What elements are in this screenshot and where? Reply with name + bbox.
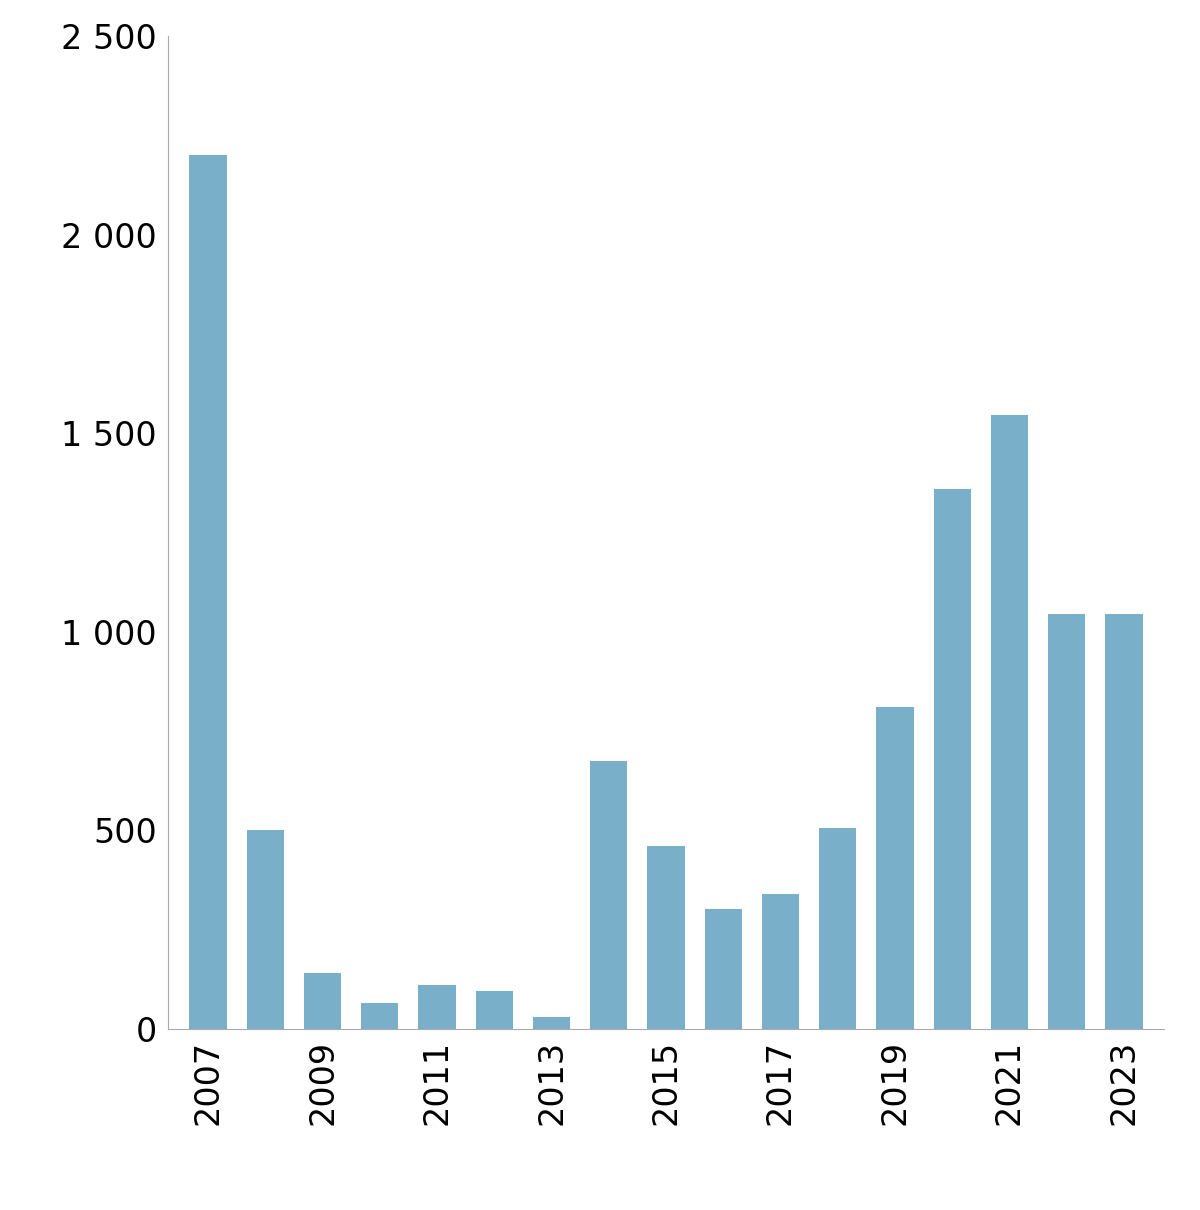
Bar: [361, 1003, 398, 1028]
Bar: [704, 910, 742, 1028]
Bar: [876, 707, 913, 1028]
Bar: [533, 1016, 570, 1028]
Bar: [762, 893, 799, 1028]
Bar: [991, 415, 1028, 1028]
Bar: [1105, 613, 1142, 1028]
Bar: [190, 155, 227, 1028]
Bar: [304, 973, 341, 1028]
Bar: [475, 991, 512, 1028]
Bar: [934, 489, 971, 1028]
Bar: [590, 761, 628, 1028]
Bar: [1048, 613, 1085, 1028]
Bar: [820, 828, 857, 1028]
Bar: [247, 830, 284, 1028]
Bar: [419, 985, 456, 1028]
Bar: [647, 846, 685, 1028]
